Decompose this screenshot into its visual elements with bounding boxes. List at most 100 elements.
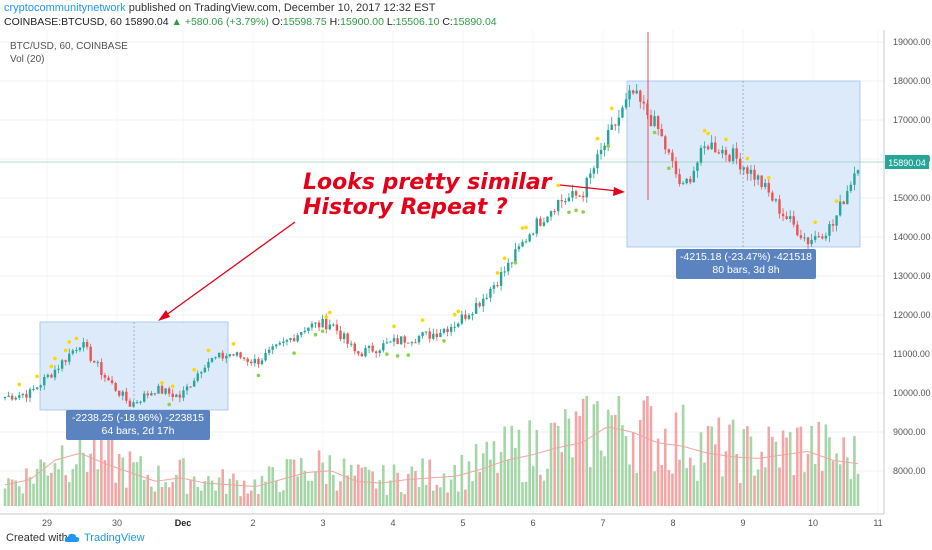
annotation-arrowhead-left — [158, 310, 170, 321]
volume-bar — [3, 488, 7, 506]
candle-body — [489, 288, 492, 298]
volume-bar — [21, 493, 25, 506]
candle-body — [496, 285, 499, 287]
candle-body — [685, 178, 688, 184]
candle-body — [539, 218, 542, 226]
candle-body — [246, 358, 249, 362]
candle-body — [371, 345, 374, 352]
volume-bar — [121, 457, 125, 506]
volume-bar — [271, 467, 274, 506]
price-chart[interactable]: 19000.0018000.0017000.0016000.0015000.00… — [0, 30, 932, 528]
candle-body — [146, 393, 149, 396]
author-link[interactable]: cryptocommunitynetwork — [4, 2, 126, 14]
candle-body — [392, 338, 396, 342]
candle-body — [321, 318, 324, 328]
annotation-line-1: Looks pretty similar — [303, 170, 552, 195]
candle-body — [157, 385, 160, 394]
candle-body — [182, 390, 185, 398]
sell-marker — [170, 384, 175, 389]
candle-body — [57, 368, 60, 370]
volume-bar — [289, 459, 292, 506]
volume-bar — [553, 422, 556, 506]
volume-bars — [3, 396, 860, 506]
volume-bar — [382, 465, 385, 506]
volume-bar — [474, 444, 478, 506]
candle-body — [449, 326, 453, 332]
volume-bar — [78, 415, 82, 506]
volume-bar — [314, 471, 317, 506]
volume-bar — [746, 426, 749, 506]
candle-body — [410, 342, 414, 344]
volume-bar — [549, 422, 553, 506]
candle-body — [296, 335, 299, 342]
volume-bar — [39, 459, 42, 506]
sell-marker — [495, 271, 500, 275]
volume-bar — [703, 462, 706, 506]
volume-bar — [510, 425, 514, 506]
volume-bar — [599, 450, 603, 506]
volume-bar — [389, 480, 392, 506]
candle-body — [442, 328, 446, 333]
candle-body — [207, 361, 210, 368]
sell-marker — [160, 381, 164, 385]
tradingview-link[interactable]: TradingView — [84, 532, 145, 544]
volume-bar — [53, 463, 57, 506]
candle-body — [696, 162, 699, 171]
volume-bar — [282, 490, 285, 506]
candle-body — [300, 332, 303, 336]
sell-marker — [706, 131, 710, 136]
sell-marker — [745, 156, 750, 161]
volume-bar — [817, 422, 821, 506]
candle-body — [699, 147, 703, 163]
candle-body — [75, 350, 78, 352]
candle-body — [228, 354, 232, 357]
series-legend[interactable]: BTC/USD, 60, COINBASE — [10, 41, 128, 52]
volume-bar — [724, 451, 728, 506]
candle-body — [639, 90, 642, 102]
candle-body — [225, 356, 228, 359]
x-tick-label: 29 — [42, 518, 52, 528]
candle-body — [756, 175, 760, 180]
x-tick-label: 10 — [808, 518, 818, 528]
candle-body — [817, 236, 820, 238]
candle-body — [510, 262, 514, 264]
candle-body — [806, 237, 810, 245]
volume-bar — [285, 459, 289, 506]
volume-bar — [485, 441, 489, 506]
x-tick-label: 11 — [873, 518, 882, 528]
candle-body — [93, 360, 96, 363]
volume-bar — [160, 487, 164, 506]
candle-body — [78, 347, 82, 351]
candle-body — [821, 236, 824, 239]
volume-bar — [374, 488, 378, 506]
measure-box-right[interactable] — [626, 80, 861, 248]
candle-body — [485, 297, 489, 299]
volume-bar — [189, 479, 192, 506]
volume-bar — [760, 451, 763, 506]
candle-body — [285, 340, 289, 342]
candle-body — [578, 195, 581, 197]
volume-legend[interactable]: Vol (20) — [10, 54, 45, 65]
candle-body — [521, 241, 524, 247]
volume-bar — [267, 466, 271, 506]
candle-body — [767, 183, 770, 193]
candle-body — [535, 218, 538, 234]
candle-body — [792, 216, 795, 225]
volume-bar — [421, 458, 424, 506]
candle-body — [342, 333, 346, 340]
sell-marker — [206, 348, 211, 353]
sell-marker — [49, 364, 54, 369]
volume-bar — [125, 487, 128, 506]
x-tick-label: 8 — [670, 518, 675, 528]
candle-body — [557, 200, 560, 212]
volume-bar — [685, 468, 688, 506]
candle-body — [257, 358, 260, 365]
volume-bar — [649, 406, 653, 506]
candle-body — [439, 332, 442, 338]
measure-label-right: -4215.18 (-23.47%) -421518 80 bars, 3d 8… — [676, 249, 816, 279]
candle-body — [471, 313, 474, 316]
volume-bar — [46, 475, 50, 506]
volume-bar — [264, 481, 267, 506]
sell-marker — [231, 342, 236, 346]
candle-body — [628, 90, 631, 100]
